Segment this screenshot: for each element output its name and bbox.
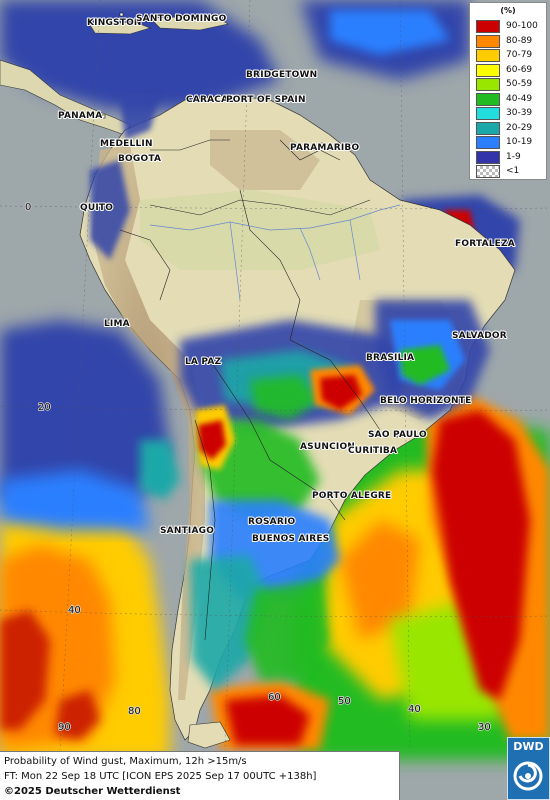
legend-swatch xyxy=(476,121,500,135)
city-label-salvador: SALVADOR xyxy=(452,331,507,341)
dwd-logo: DWD xyxy=(507,737,550,800)
legend-label: 40-49 xyxy=(506,93,533,104)
borders xyxy=(119,139,381,641)
grid-label-lat-20: 20 xyxy=(38,402,51,413)
caption-box: Probability of Wind gust, Maximum, 12h >… xyxy=(0,751,400,800)
city-label-asuncion: ASUNCION xyxy=(300,442,355,452)
legend: (%) 90-100 80-89 70-79 60-69 50-59 40-49 30-39… xyxy=(469,2,547,180)
city-label-buenos-aires: BUENOS AIRES xyxy=(252,534,329,544)
grid-label-lat-0: 0 xyxy=(25,202,31,213)
city-label-lima: LIMA xyxy=(104,319,130,329)
legend-item: 20-29 xyxy=(476,121,546,136)
legend-item: <1 xyxy=(476,165,546,179)
legend-label: 1-9 xyxy=(506,151,521,162)
legend-swatch xyxy=(476,20,500,33)
legend-swatch xyxy=(476,49,500,62)
city-label-quito: QUITO xyxy=(80,203,113,213)
city-label-bogota: BOGOTA xyxy=(118,154,161,164)
graticule xyxy=(0,0,550,751)
city-label-caracas: CARACAS xyxy=(186,95,235,105)
legend-swatch xyxy=(476,34,500,48)
city-label-brasilia: BRASILIA xyxy=(366,353,414,363)
grid-label-lat-40: 40 xyxy=(68,605,81,616)
city-label-rosario: ROSARIO xyxy=(248,517,296,527)
city-label-kingston: KINGSTON xyxy=(87,18,142,28)
city-label-paramaribo: PARAMARIBO xyxy=(290,143,359,153)
legend-item: 1-9 xyxy=(476,150,546,165)
legend-swatch xyxy=(476,150,500,164)
legend-label: 50-59 xyxy=(506,79,533,89)
legend-item: 30-39 xyxy=(476,107,546,121)
legend-swatch xyxy=(476,78,500,91)
grid-label-lon-80: 80 xyxy=(128,706,141,717)
legend-item: 50-59 xyxy=(476,78,546,92)
grid-label-lon-90: 90 xyxy=(58,722,71,733)
legend-label: <1 xyxy=(506,166,520,176)
legend-item: 10-19 xyxy=(476,136,546,150)
dwd-logo-text: DWD xyxy=(513,740,544,753)
legend-label: 60-69 xyxy=(506,64,533,75)
city-labels: KINGSTON SANTO DOMINGO BRIDGETOWN CARACA… xyxy=(57,13,516,545)
city-label-panama: PANAMA xyxy=(58,111,102,121)
grid-label-lat-60: 60 xyxy=(268,692,281,703)
city-label-curitiba: CURITIBA xyxy=(348,446,397,456)
city-label-la-paz: LA PAZ xyxy=(185,357,222,367)
caption-forecast-time: FT: Mon 22 Sep 18 UTC [ICON EPS 2025 Sep… xyxy=(4,771,317,782)
city-label-bridgetown: BRIDGETOWN xyxy=(246,70,317,80)
city-label-santiago: SANTIAGO xyxy=(160,526,214,536)
probability-field-land xyxy=(90,95,490,690)
grid-label-lon-40: 40 xyxy=(408,704,421,715)
legend-label: 30-39 xyxy=(506,108,533,118)
legend-swatch xyxy=(476,92,500,106)
dwd-swirl-icon xyxy=(513,761,543,791)
legend-item: 90-100 xyxy=(476,20,546,34)
caption-parameter: Probability of Wind gust, Maximum, 12h >… xyxy=(4,756,247,767)
legend-item: 40-49 xyxy=(476,92,546,107)
legend-item: 80-89 xyxy=(476,34,546,49)
caption-copyright: ©2025 Deutscher Wetterdienst xyxy=(4,786,181,797)
legend-swatch xyxy=(476,63,500,77)
legend-label: 10-19 xyxy=(506,137,533,147)
legend-item: 60-69 xyxy=(476,63,546,78)
legend-swatch xyxy=(476,136,500,149)
city-label-belo-horizonte: BELO HORIZONTE xyxy=(380,396,471,406)
legend-label: 20-29 xyxy=(506,122,533,133)
legend-label: 90-100 xyxy=(506,21,538,31)
city-label-porto-alegre: PORTO ALEGRE xyxy=(312,491,391,501)
legend-item: 70-79 xyxy=(476,49,546,63)
rivers xyxy=(149,204,401,301)
legend-swatch xyxy=(476,107,500,120)
legend-label: 80-89 xyxy=(506,35,533,46)
probability-field-ocean xyxy=(0,0,550,760)
legend-swatch xyxy=(476,165,500,178)
legend-label: 70-79 xyxy=(506,50,533,60)
city-label-sao-paulo: SAO PAULO xyxy=(368,430,427,440)
legend-unit: (%) xyxy=(500,6,516,15)
city-label-fortaleza: FORTALEZA xyxy=(455,239,515,249)
city-label-medellin: MEDELLIN xyxy=(100,139,153,149)
grid-label-lon-50: 50 xyxy=(338,696,351,707)
city-label-port-of-spain: PORT OF SPAIN xyxy=(226,95,306,105)
grid-label-lon-30: 30 xyxy=(478,722,491,733)
city-label-santo-domingo: SANTO DOMINGO xyxy=(136,14,227,24)
city-markers xyxy=(97,12,482,541)
